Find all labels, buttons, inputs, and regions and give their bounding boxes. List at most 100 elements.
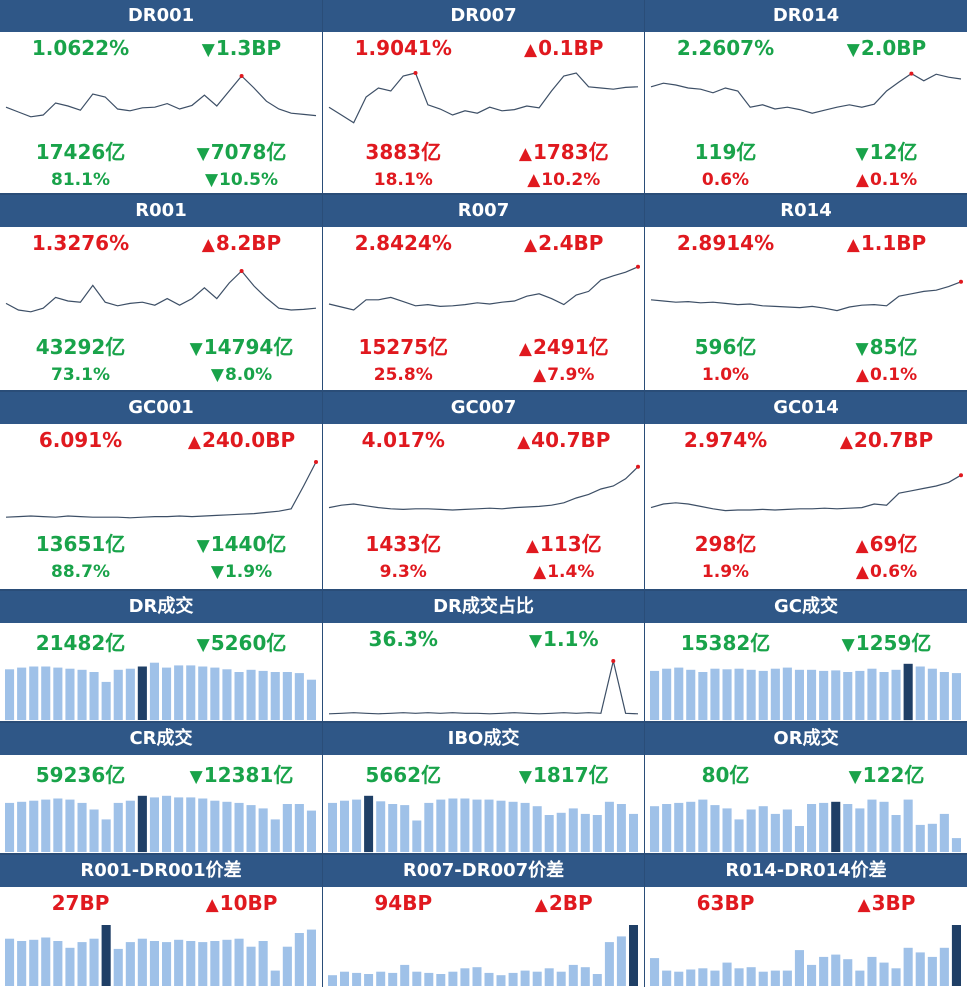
bar [758, 971, 768, 986]
series-line [5, 270, 317, 313]
bar [843, 672, 853, 720]
bar [698, 968, 708, 986]
bar [149, 797, 159, 852]
panel-title: GC001 [0, 392, 322, 424]
metric-change: ▲7.9% [484, 365, 645, 385]
arrow-up-icon: ▲ [855, 562, 869, 582]
bar [222, 801, 232, 852]
bar [17, 801, 27, 852]
bar [41, 799, 51, 852]
change-value: 1783亿 [532, 140, 609, 164]
bar [174, 939, 184, 986]
change-value: 10BP [219, 891, 278, 915]
panel-title: R007-DR007价差 [323, 855, 644, 887]
metric-value: 13651亿 [35, 532, 126, 556]
metric-change: ▲0.1% [806, 170, 967, 190]
bar [580, 813, 590, 852]
panel-title: GC成交 [645, 591, 967, 623]
bar [855, 808, 865, 852]
bar [77, 942, 87, 986]
bar-chart [328, 795, 638, 853]
bar [388, 804, 398, 852]
metric-change: ▼10.5% [161, 170, 322, 190]
metric-change: ▲113亿 [484, 528, 645, 557]
arrow-up-icon: ▲ [855, 365, 869, 385]
metric-change: ▼14794亿 [161, 331, 322, 360]
panel-title: DR001 [0, 0, 322, 32]
arrow-up-icon: ▲ [855, 170, 869, 190]
metric-change: ▲69亿 [806, 528, 967, 557]
bar [843, 959, 853, 986]
arrow-down-icon: ▼ [196, 635, 210, 655]
change-value: 12亿 [869, 140, 918, 164]
metric-change: ▼1259亿 [806, 627, 967, 656]
panel-title: OR成交 [645, 723, 967, 755]
bar [532, 806, 542, 852]
bar [794, 669, 804, 720]
bar-highlight [903, 663, 913, 721]
metric-value: 3883亿 [365, 140, 442, 164]
bar [89, 938, 99, 986]
change-value: 3BP [871, 891, 916, 915]
change-value: 1440亿 [210, 532, 287, 556]
series-line [328, 660, 639, 715]
bar [674, 667, 684, 720]
bar [234, 802, 244, 852]
panel-title: R001-DR001价差 [0, 855, 322, 887]
max-point-marker [959, 279, 963, 284]
bar [246, 669, 256, 720]
bar [544, 815, 554, 852]
metric-change: ▲3BP [806, 891, 967, 915]
change-value: 1.9% [224, 562, 273, 582]
bar [77, 669, 87, 720]
bar [939, 813, 949, 852]
metric-change: ▲10.2% [484, 170, 645, 190]
bar [807, 804, 817, 852]
bar-chart [5, 925, 316, 986]
bar [794, 950, 804, 986]
bar [734, 668, 744, 720]
max-point-marker [909, 71, 914, 76]
bar [41, 666, 51, 720]
bar-highlight [101, 925, 111, 986]
max-point-marker [239, 74, 244, 78]
change-value: 2BP [548, 891, 593, 915]
metric-value: 15382亿 [680, 631, 771, 655]
series-line [650, 72, 962, 114]
bar [282, 946, 292, 986]
bar [340, 971, 349, 986]
bar [137, 938, 147, 986]
bar [662, 804, 672, 852]
bar [903, 947, 913, 986]
arrow-up-icon: ▲ [855, 536, 869, 556]
bar [149, 662, 159, 721]
bar [484, 972, 494, 986]
metric-value: 5662亿 [365, 763, 442, 787]
metric-value: 59236亿 [35, 763, 126, 787]
change-value: 2.0BP [860, 36, 927, 60]
panel-dr007-1: DR007 1.9041% ▲0.1BP 3883亿 ▲1783亿 18.1% ▲10.2% [323, 0, 644, 193]
bar [412, 820, 422, 852]
bar [270, 672, 280, 720]
bar [388, 972, 398, 986]
bar [186, 941, 196, 986]
row-divider [0, 589, 967, 591]
bar [306, 929, 316, 986]
bar [29, 666, 39, 720]
sparkline-chart [328, 71, 639, 124]
metric-change: ▲0.1% [806, 365, 967, 385]
bar [17, 941, 27, 986]
panel-title: R014 [645, 195, 967, 227]
change-value: 1.1% [543, 627, 599, 651]
bar [424, 802, 434, 852]
change-value: 5260亿 [210, 631, 287, 655]
bar [400, 805, 410, 852]
bar [29, 800, 39, 852]
bar [270, 819, 280, 852]
change-value: 240.0BP [201, 428, 296, 452]
bar [807, 964, 817, 986]
bar [412, 971, 422, 986]
bar [270, 970, 280, 986]
bar [125, 942, 135, 986]
metric-change: ▲8.2BP [161, 231, 322, 255]
